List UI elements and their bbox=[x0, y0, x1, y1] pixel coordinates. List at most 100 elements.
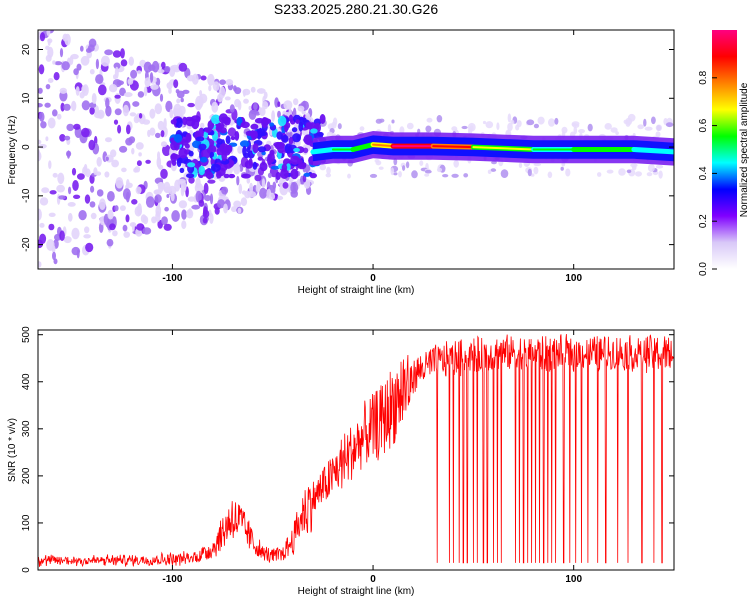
signal-blob bbox=[291, 127, 298, 133]
spectrogram-y-label: Frequency (Hz) bbox=[7, 116, 18, 185]
noise-blob bbox=[52, 60, 56, 65]
noise-blob bbox=[369, 173, 378, 178]
noise-blob bbox=[124, 92, 133, 98]
signal-blob bbox=[277, 115, 287, 127]
noise-blob bbox=[125, 137, 133, 146]
signal-blob bbox=[290, 168, 299, 180]
noise-blob bbox=[48, 212, 56, 217]
noise-blob bbox=[176, 178, 186, 184]
noise-blob bbox=[38, 87, 43, 94]
noise-blob bbox=[606, 169, 614, 174]
noise-blob bbox=[198, 199, 205, 207]
noise-blob bbox=[121, 167, 127, 173]
signal-blob bbox=[276, 131, 283, 140]
noise-blob bbox=[112, 50, 122, 58]
noise-blob bbox=[117, 124, 122, 134]
noise-blob bbox=[89, 201, 96, 208]
noise-blob bbox=[107, 209, 114, 220]
signal-blob bbox=[239, 140, 250, 148]
noise-blob bbox=[263, 91, 268, 100]
noise-blob bbox=[75, 86, 80, 96]
noise-blob bbox=[52, 251, 56, 261]
noise-blob bbox=[68, 186, 72, 195]
noise-blob bbox=[39, 222, 45, 228]
noise-blob bbox=[105, 97, 110, 109]
signal-blob bbox=[209, 151, 215, 158]
noise-blob bbox=[38, 139, 42, 145]
noise-blob bbox=[162, 144, 171, 156]
signal-blob bbox=[293, 147, 300, 153]
noise-blob bbox=[176, 98, 181, 104]
noise-blob bbox=[113, 62, 121, 70]
noise-blob bbox=[77, 173, 85, 180]
noise-blob bbox=[95, 58, 99, 70]
noise-blob bbox=[53, 72, 60, 81]
noise-blob bbox=[630, 163, 638, 168]
signal-blob bbox=[276, 141, 286, 149]
noise-blob bbox=[46, 239, 55, 251]
noise-blob bbox=[644, 126, 653, 131]
noise-blob bbox=[90, 185, 95, 193]
signal-blob bbox=[265, 118, 272, 124]
noise-blob bbox=[71, 100, 77, 112]
noise-blob bbox=[111, 159, 119, 168]
spectrogram-y-tick-label: 20 bbox=[21, 44, 32, 56]
noise-blob bbox=[54, 61, 63, 66]
signal-blob bbox=[275, 171, 281, 181]
noise-blob bbox=[61, 61, 70, 71]
noise-blob bbox=[233, 200, 242, 208]
noise-blob bbox=[150, 84, 159, 90]
noise-blob bbox=[225, 79, 234, 86]
noise-blob bbox=[637, 124, 644, 130]
noise-blob bbox=[276, 195, 284, 201]
noise-blob bbox=[293, 98, 299, 106]
noise-blob bbox=[237, 100, 242, 111]
signal-blob bbox=[296, 134, 301, 141]
signal-blob bbox=[259, 161, 268, 172]
noise-blob bbox=[59, 230, 65, 241]
signal-blob bbox=[252, 143, 259, 154]
noise-blob bbox=[46, 30, 51, 37]
signal-blob bbox=[281, 163, 288, 172]
noise-blob bbox=[110, 149, 117, 158]
noise-blob bbox=[108, 84, 118, 93]
noise-blob bbox=[227, 127, 237, 137]
noise-blob bbox=[391, 119, 395, 124]
snr-y-tick-label: 500 bbox=[21, 326, 32, 343]
noise-blob bbox=[393, 157, 398, 166]
noise-blob bbox=[104, 171, 110, 178]
noise-blob bbox=[66, 150, 71, 159]
noise-blob bbox=[290, 181, 299, 194]
noise-blob bbox=[47, 78, 54, 83]
noise-blob bbox=[180, 97, 184, 103]
noise-blob bbox=[155, 132, 161, 139]
noise-blob bbox=[248, 105, 252, 111]
noise-blob bbox=[130, 69, 138, 79]
signal-blob bbox=[303, 172, 311, 177]
noise-blob bbox=[136, 70, 142, 75]
signal-blob bbox=[280, 169, 289, 179]
noise-blob bbox=[378, 166, 384, 170]
noise-blob bbox=[207, 73, 215, 86]
noise-blob bbox=[83, 163, 88, 173]
signal-blob bbox=[173, 134, 183, 143]
signal-blob bbox=[186, 173, 195, 179]
noise-blob bbox=[56, 193, 61, 205]
noise-blob bbox=[375, 118, 383, 124]
noise-blob bbox=[651, 116, 656, 125]
noise-blob bbox=[200, 122, 205, 129]
noise-blob bbox=[261, 178, 266, 189]
noise-blob bbox=[106, 238, 114, 247]
spectrogram-y-tick-label: 10 bbox=[21, 92, 32, 104]
noise-blob bbox=[202, 217, 208, 224]
noise-blob bbox=[387, 123, 392, 133]
noise-blob bbox=[626, 169, 632, 174]
noise-blob bbox=[145, 196, 155, 208]
noise-blob bbox=[120, 59, 128, 67]
noise-blob bbox=[426, 117, 433, 123]
signal-blob bbox=[281, 134, 289, 143]
noise-blob bbox=[73, 194, 81, 199]
noise-blob bbox=[157, 151, 161, 161]
noise-blob bbox=[154, 194, 162, 203]
noise-blob bbox=[83, 234, 91, 239]
